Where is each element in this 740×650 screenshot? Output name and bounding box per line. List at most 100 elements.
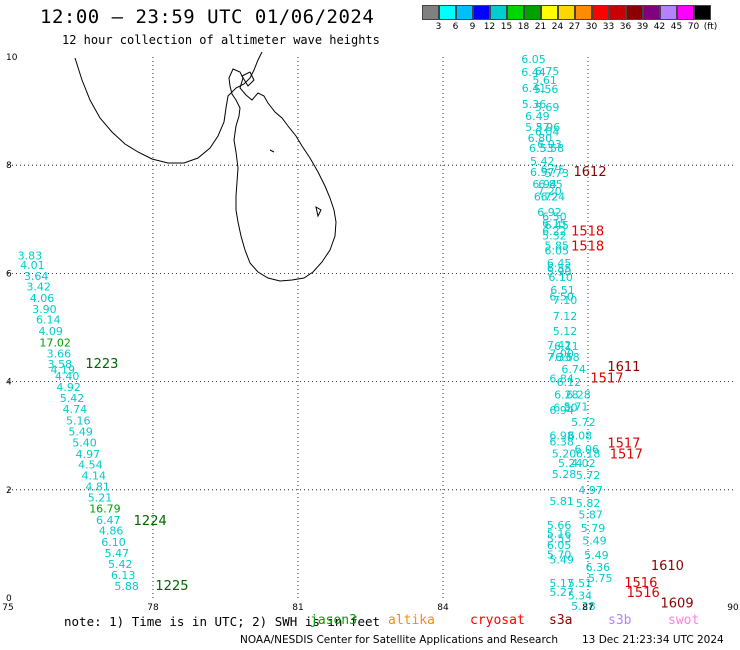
mission-legend-s3b: s3b [608,613,632,628]
observations: 3.834.013.643.424.063.906.144.0917.023.6… [18,53,613,612]
colorbar-swatch [524,5,541,20]
colorbar-swatch [422,5,439,20]
wave-height-value: 5.20 [552,447,577,460]
wave-height-value: 5.36 [522,98,547,111]
lat-tick-label: 8 [6,161,12,171]
wave-height-value: 4.86 [99,525,124,538]
colorbar-swatch [473,5,490,20]
lat-tick-label: 10 [6,53,18,63]
wave-height-value: 5.71 [564,400,589,413]
colorbar-label: 27 [568,22,581,32]
wave-height-value: 7.00 [549,347,574,360]
lat-tick-label: 2 [6,486,12,496]
wave-height-value: 16.79 [89,503,121,516]
wave-height-value: 5.72 [571,416,596,429]
lon-tick-label: 78 [147,603,159,612]
wave-height-value: 5.27 [549,586,574,599]
colorbar-swatch [643,5,660,20]
wave-height-value: 5.69 [535,101,560,114]
wave-height-value: 4.09 [38,325,63,338]
wave-height-value: 5.96 [536,121,561,134]
colorbar-label: 33 [602,22,615,32]
wave-height-value: 5.12 [553,325,578,338]
wave-height-value: 7.33 [547,351,572,364]
wave-height-value: 5.61 [532,74,557,87]
wave-height-value: 4.97 [578,484,603,497]
wave-height-value: 6.30 [553,401,578,414]
wave-height-value: 5.47 [105,547,129,560]
wave-height-value: 6.68 [555,351,580,364]
wave-height-value: 5.70 [547,549,572,562]
wave-height-value: 6.14 [36,314,61,327]
wave-height-value: 5.16 [547,527,572,540]
colorbar-label: 21 [534,22,547,32]
wave-height-value: 7.42 [547,339,572,352]
wave-height-value: 17.02 [39,336,71,349]
wave-height-value: 6.51 [550,284,575,297]
wave-height-value: 5.56 [534,83,559,96]
wave-height-value: 6.84 [549,373,574,386]
colorbar-label: 18 [517,22,530,32]
wave-height-value: 4.40 [55,370,79,383]
wave-height-value: 5.34 [568,590,593,603]
wave-height-value: 6.03 [537,138,562,151]
wave-height-value: 6.05 [547,539,572,552]
wave-height-value: 5.32 [542,229,567,242]
wave-height-value: 3.83 [18,249,42,262]
lat-tick-label: 4 [6,378,12,388]
wave-height-value: 5.79 [581,522,606,535]
wave-height-value: 4.02 [571,457,596,470]
wave-height-value: 6.50 [549,290,574,303]
colorbar-swatch [626,5,643,20]
colorbar-label: 15 [500,22,513,32]
wave-height-value: 6.10 [101,536,126,549]
colorbar-label: 24 [551,22,564,32]
wave-height-value: 7.10 [553,294,578,307]
wave-height-value: 6.22 [542,225,567,238]
wave-height-value: 4.92 [56,381,80,394]
wave-height-value: 6.80 [528,132,553,145]
wave-height-value: 3.58 [48,358,72,371]
wave-height-value: 5.87 [578,508,603,521]
pass-time-label: 1609 [661,597,694,612]
pass-time-label: 1225 [155,579,188,594]
wave-height-value: 5.49 [549,553,574,566]
legend-note: note: 1) Time is in UTC; 2) SWH is in fe… [64,614,381,629]
sri-lanka-coastline [74,51,337,282]
wave-height-value: 6.15 [542,217,567,230]
wave-height-value: 5.85 [545,240,570,253]
wave-height-value: 6.28 [554,388,579,401]
pass-time-label: 1518 [571,240,604,255]
wave-height-value: 6.75 [541,163,566,176]
wave-height-value: 6.44 [521,66,546,79]
wave-height-value: 6.75 [535,65,560,78]
pass-time-label: 1517 [590,372,623,387]
footer-timestamp: 13 Dec 21:23:34 UTC 2024 [582,634,724,646]
wave-height-value: 5.66 [547,519,572,532]
wave-height-value: 4.19 [51,363,76,376]
wave-height-value: 5.49 [584,549,609,562]
wave-height-value: 5.28 [552,468,577,481]
wave-height-value: 6.05 [521,53,546,66]
colorbar-swatch [677,5,694,20]
mission-legend-s3a: s3a [549,613,573,628]
colorbar-label: 9 [469,22,476,32]
lon-tick-label: 75 [2,603,13,612]
colorbar-label: 12 [483,22,496,32]
wave-height-value: 6.94 [532,178,557,191]
wave-height-value: 6.13 [111,569,136,582]
colorbar-swatch [592,5,609,20]
wave-height-value: 6.98 [549,429,574,442]
wave-height-value: 6.38 [549,435,574,448]
wave-height-value: 5.75 [588,572,613,585]
pass-time-label: 1610 [651,559,684,574]
colorbar-swatch [558,5,575,20]
wave-height-value: 6.53 [529,142,554,155]
wave-height-value: 6.74 [561,363,586,376]
mission-legend-swot: swot [668,613,700,628]
footer-credit: NOAA/NESDIS Center for Satellite Applica… [240,634,558,646]
page-title: 12:00 – 23:59 UTC 01/06/2024 [40,6,375,28]
wave-height-value: 5.53 [547,532,572,545]
colorbar-swatch [439,5,456,20]
lon-tick-label: 81 [292,603,303,612]
